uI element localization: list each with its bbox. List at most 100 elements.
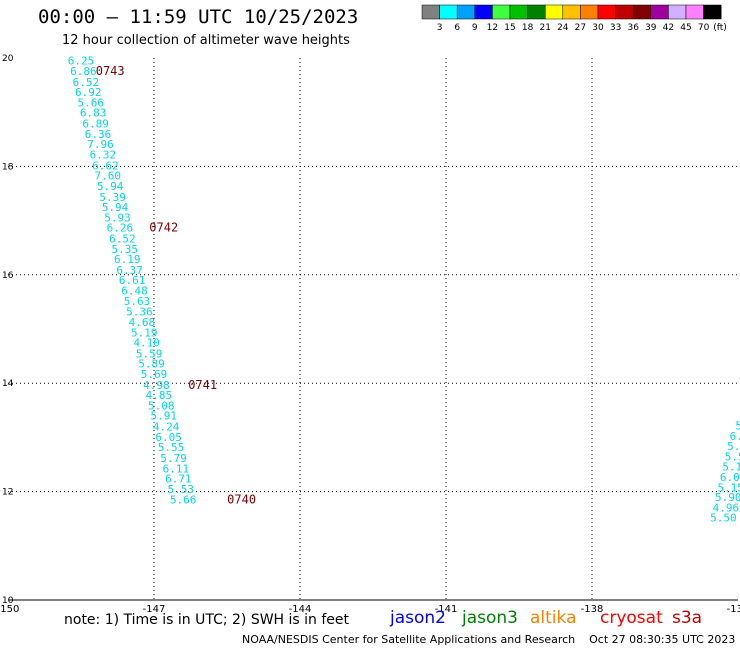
wave-height-label: 6.63 (730, 430, 740, 443)
legend-bin-label: 6 (454, 23, 460, 33)
wave-height-label: 6.32 (90, 148, 117, 161)
wave-height-label: 6.92 (75, 86, 102, 99)
legend-color-swatch (650, 4, 669, 20)
legend-unit-label: (ft) (713, 23, 727, 33)
legend-bin-label: 12 (487, 23, 498, 33)
wave-height-label: 5.57 (725, 450, 740, 463)
wave-height-label: 5.94 (102, 201, 129, 214)
wave-height-label: 5.08 (148, 399, 175, 412)
x-tick-label: -150 (0, 604, 19, 615)
wave-height-label: 5.94 (97, 180, 124, 193)
wave-height-label: 4.98 (143, 379, 170, 392)
chart-title: 00:00 – 11:59 UTC 10/25/2023 (38, 6, 359, 28)
legend-bin-label: 21 (539, 23, 550, 33)
y-tick-label: 20 (2, 54, 14, 64)
legend-bin-label: 36 (627, 23, 639, 33)
wave-height-label: 5.8 (735, 419, 740, 432)
wave-height-label: 5.69 (141, 368, 168, 381)
legend-color-swatch (509, 4, 528, 20)
legend-bin-label: 45 (680, 23, 691, 33)
wave-height-label: 5.59 (136, 347, 163, 360)
wave-height-label: 6.11 (163, 462, 190, 475)
legend-color-swatch (527, 4, 546, 20)
time-marker-label: 0742 (149, 221, 178, 235)
wave-height-label: 6.26 (107, 222, 134, 235)
legend-bin-label: 42 (663, 23, 674, 33)
legend-color-swatch (439, 4, 458, 20)
wave-height-label: 6.83 (80, 107, 107, 120)
legend-color-swatch (580, 4, 599, 20)
x-tick-label: -135 (727, 604, 740, 615)
footer-credit: NOAA/NESDIS Center for Satellite Applica… (242, 633, 736, 646)
wave-height-label: 5.90 (715, 491, 740, 504)
time-marker-label: 0740 (227, 493, 256, 507)
wave-height-label: 6.05 (155, 431, 182, 444)
y-tick-label: 10 (2, 596, 14, 606)
legend-bin-label: 33 (610, 23, 621, 33)
legend-color-swatch (632, 4, 652, 20)
y-tick-label: 12 (2, 488, 13, 498)
wave-height-label: 4.85 (146, 389, 173, 402)
y-tick-label: 16 (2, 271, 14, 281)
wave-height-label: 6.25 (68, 55, 95, 68)
y-tick-label: 18 (2, 162, 14, 172)
legend-color-swatch (562, 4, 581, 20)
wave-height-label: 5.89 (138, 358, 165, 371)
wave-height-label: 5.53 (168, 483, 195, 496)
wave-height-label: 6.71 (165, 473, 192, 486)
wave-height-label: 5.50 (710, 512, 737, 525)
legend-bin-label: 18 (522, 23, 534, 33)
legend-color-swatch (492, 4, 511, 20)
satellite-legend-jason2: jason2 (390, 608, 446, 628)
time-marker-label: 0743 (96, 64, 125, 78)
legend-color-swatch (544, 4, 564, 20)
legend-bin-label: 70 (698, 23, 710, 33)
wave-height-label: 5.15 (717, 481, 740, 494)
wave-height-label: 5.93 (104, 211, 131, 224)
x-tick-label: -144 (289, 604, 312, 615)
legend-bin-label: 9 (472, 23, 478, 33)
wave-height-label: 5.11 (722, 461, 740, 474)
wave-height-label: 5.19 (131, 326, 158, 339)
legend-bin-label: 27 (575, 23, 586, 33)
wave-height-label: 6.19 (114, 253, 141, 266)
chart-subtitle: 12 hour collection of altimeter wave hei… (62, 33, 350, 48)
wave-height-label: 5.39 (99, 191, 126, 204)
wave-height-label: 5.36 (126, 306, 153, 319)
wave-height-label: 6.36 (85, 128, 112, 141)
x-tick-label: -147 (143, 604, 166, 615)
wave-height-label: 6.03 (720, 471, 740, 484)
wave-height-label: 5.66 (77, 96, 104, 109)
legend-color-swatch (703, 4, 722, 20)
satellite-legend-s3a: s3a (672, 608, 703, 628)
wave-height-label: 6.61 (119, 274, 146, 287)
legend-bin-label: 30 (592, 23, 604, 33)
wave-height-label: 5.94 (727, 440, 740, 453)
legend-color-swatch (597, 4, 616, 20)
wave-height-label: 6.89 (82, 118, 109, 131)
legend-color-swatch (685, 4, 704, 20)
wave-height-label: 5.55 (158, 441, 185, 454)
footer-note: note: 1) Time is in UTC; 2) SWH is in fe… (64, 612, 350, 628)
satellite-legend-altika: altika (530, 608, 577, 628)
x-tick-label: -138 (581, 604, 604, 615)
wave-height-label: 6.37 (116, 264, 143, 277)
legend-bin-label: 39 (645, 23, 657, 33)
satellite-legend-jason3: jason3 (462, 608, 518, 628)
wave-height-label: 6.52 (109, 232, 136, 245)
wave-height-label: 5.63 (124, 295, 151, 308)
legend-bin-label: 3 (437, 23, 443, 33)
wave-height-label: 6.62 (92, 159, 119, 172)
wave-height-label: 4.96 (713, 501, 740, 514)
wave-height-label: 7.96 (87, 138, 114, 151)
wave-height-label: 4.10 (133, 337, 160, 350)
legend-color-swatch (668, 4, 687, 20)
wave-height-label: 6.86 (70, 65, 97, 78)
y-tick-label: 14 (2, 379, 14, 389)
legend-bin-label: 15 (504, 23, 515, 33)
wave-height-label: 7.60 (95, 170, 122, 183)
wave-height-label: 4.68 (129, 316, 156, 329)
wave-height-label: 6.48 (121, 285, 148, 298)
legend-color-swatch (421, 4, 440, 20)
